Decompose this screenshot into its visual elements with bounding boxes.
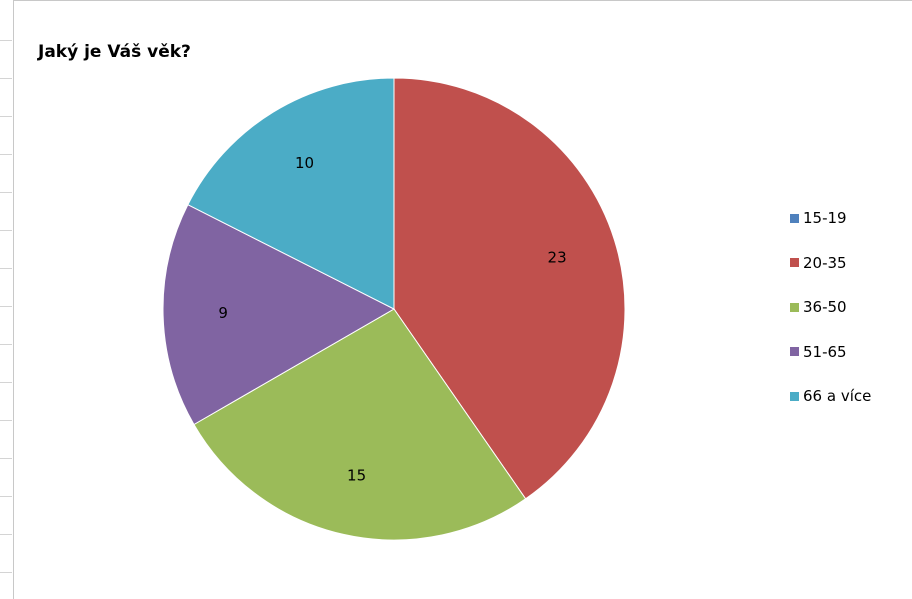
legend-label-20-35: 20-35	[803, 253, 847, 272]
chart-title: Jaký je Váš věk?	[38, 42, 191, 62]
legend-label-36-50: 36-50	[803, 298, 847, 316]
legend-label-15-19: 15-19	[803, 209, 847, 227]
pie-slice-20-35[interactable]	[393, 77, 626, 500]
legend-item-66-a-více[interactable]: 66 a více	[790, 385, 871, 407]
legend-item-36-50[interactable]: 36-50	[790, 296, 871, 318]
chart-legend[interactable]: 15-19 20-35 36-50 51-65 66 a více	[790, 207, 871, 430]
data-label-36-50: 15	[347, 466, 366, 484]
legend-swatch-36-50	[790, 302, 799, 312]
legend-swatch-51-65	[790, 347, 799, 356]
legend-label-66-a-více: 66 a více	[803, 387, 872, 405]
pie-slice-66-a-více[interactable]	[187, 77, 395, 310]
legend-swatch-20-35	[790, 258, 799, 267]
legend-swatch-15-19	[790, 213, 799, 223]
legend-swatch-66-a-více	[790, 391, 799, 401]
data-label-20-35: 23	[548, 249, 567, 267]
legend-item-15-19[interactable]: 15-19	[790, 207, 871, 229]
pie-slice-51-65[interactable]	[162, 204, 396, 426]
legend-label-51-65: 51-65	[803, 342, 847, 361]
legend-item-20-35[interactable]: 20-35	[790, 252, 871, 274]
legend-item-51-65[interactable]: 51-65	[790, 341, 871, 363]
data-label-51-65: 9	[218, 304, 228, 322]
pie-slice-36-50[interactable]	[193, 308, 527, 541]
data-label-66-a-více: 10	[295, 154, 314, 172]
